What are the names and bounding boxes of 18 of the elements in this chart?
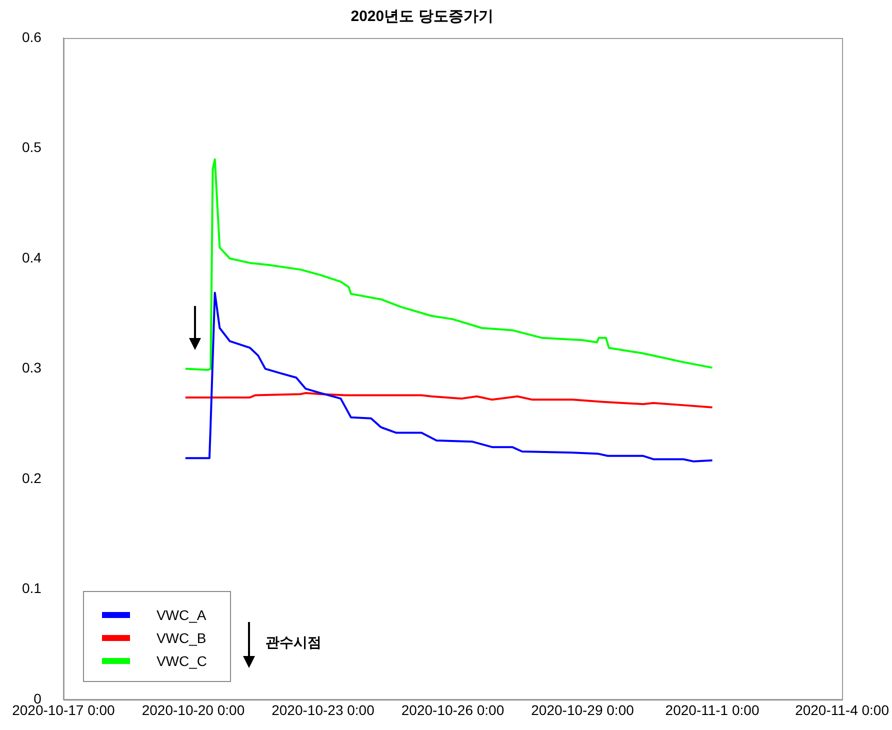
x-tick-label: 2020-10-20 0:00	[142, 702, 245, 718]
y-tick-label: 0.2	[22, 470, 42, 486]
x-tick-label: 2020-10-29 0:00	[531, 702, 634, 718]
y-tick-label: 0.4	[22, 249, 42, 266]
chart-title: 2020년도 당도증가기	[350, 8, 494, 26]
legend-label: VWC_A	[156, 607, 206, 624]
y-tick-label: 0	[34, 690, 42, 706]
x-tick-label: 2020-11-1 0:00	[665, 702, 760, 718]
legend-label: VWC_C	[156, 653, 208, 670]
x-tick-label: 2020-10-23 0:00	[272, 702, 375, 718]
annotation: 관수시점	[265, 634, 322, 652]
y-tick-label: 0.1	[22, 580, 42, 596]
y-tick-label: 0.5	[22, 139, 42, 156]
y-tick-label: 0.3	[22, 360, 42, 376]
y-tick-label: 0.6	[22, 28, 42, 45]
x-tick-label: 2020-11-4 0:00	[795, 702, 890, 718]
legend-label: VWC_B	[156, 630, 206, 646]
x-tick-label: 2020-10-26 0:00	[401, 702, 504, 718]
